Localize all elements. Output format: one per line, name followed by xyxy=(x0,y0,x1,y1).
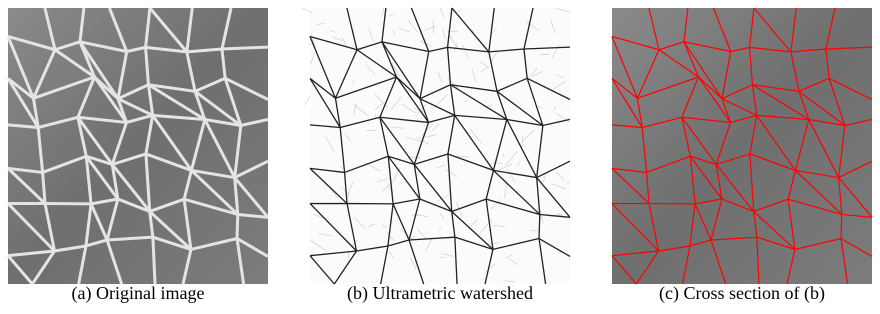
figure: (a) Original image (b) Ultrametric water… xyxy=(0,0,880,309)
caption: (c) Cross section of (b) xyxy=(659,283,825,304)
cross-section-image xyxy=(612,8,872,284)
watershed-image xyxy=(302,8,570,284)
cell-boundary xyxy=(222,47,268,49)
caption: (b) Ultrametric watershed xyxy=(347,283,533,304)
cell-boundary xyxy=(539,214,540,238)
cell-boundary xyxy=(237,214,238,238)
cell-boundary xyxy=(841,214,842,238)
caption: (a) Original image xyxy=(72,283,205,304)
original-image xyxy=(8,8,268,284)
faint-contour xyxy=(305,95,311,105)
